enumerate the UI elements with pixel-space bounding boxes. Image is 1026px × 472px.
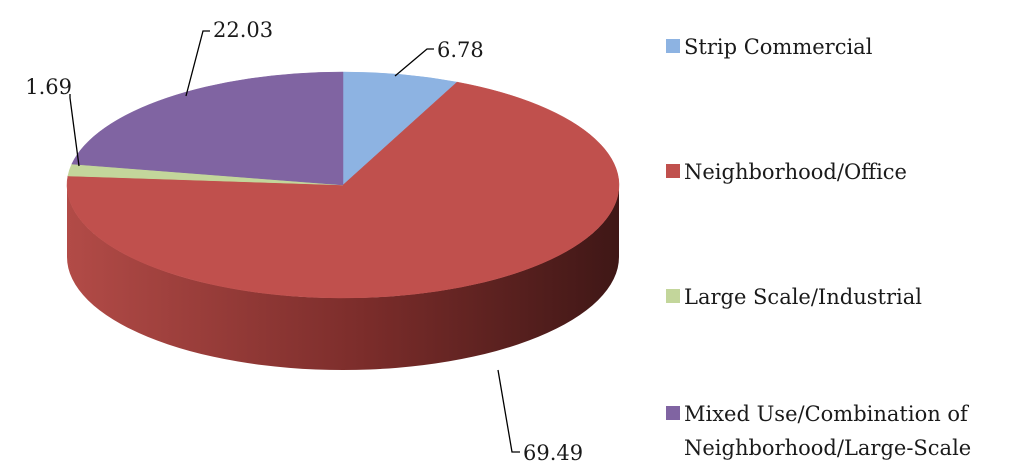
pie-sides <box>67 185 619 370</box>
leader-line-mixed-use-combination-of-neighborhood-large-scale <box>185 30 210 97</box>
data-label-neighborhood-office: 69.49 <box>523 441 583 465</box>
legend-item-mixed-use-combination-of-neighborhood-large-scale: Mixed Use/Combination of Neighborhood/Lar… <box>666 402 971 460</box>
legend-label: Large Scale/Industrial <box>684 285 922 309</box>
legend-swatch <box>666 39 680 53</box>
data-label-mixed-use-combination-of-neighborhood-large-scale: 22.03 <box>213 18 273 42</box>
data-labels: 6.78 69.49 1.69 22.03 <box>25 18 583 465</box>
leader-line-large-scale-industrial <box>69 94 80 167</box>
legend-item-strip-commercial: Strip Commercial <box>666 35 873 59</box>
leader-line-strip-commercial <box>394 48 434 77</box>
pie-slice-neighborhood-office <box>66 81 620 299</box>
legend-label: Strip Commercial <box>684 35 873 59</box>
legend-item-neighborhood-office: Neighborhood/Office <box>666 160 907 184</box>
pie-slice-mixed-use-combination-of-neighborhood-large-scale <box>71 71 344 186</box>
pie-side-neighborhood-office <box>67 185 619 370</box>
leader-lines <box>69 30 520 453</box>
legend: Strip Commercial Neighborhood/Office Large… <box>666 35 971 460</box>
data-label-large-scale-industrial: 1.69 <box>25 75 72 99</box>
data-label-strip-commercial: 6.78 <box>437 38 484 62</box>
legend-item-large-scale-industrial: Large Scale/Industrial <box>666 285 922 309</box>
legend-swatch <box>666 164 680 178</box>
leader-line-neighborhood-office <box>497 369 520 453</box>
legend-swatch <box>666 406 680 420</box>
legend-label: Mixed Use/Combination of <box>684 402 970 426</box>
pie-slice-strip-commercial <box>342 71 458 186</box>
legend-label: Neighborhood/Office <box>684 160 907 184</box>
pie-slices <box>66 71 620 299</box>
legend-label: Neighborhood/Large-Scale <box>684 436 971 460</box>
legend-swatch <box>666 289 680 303</box>
